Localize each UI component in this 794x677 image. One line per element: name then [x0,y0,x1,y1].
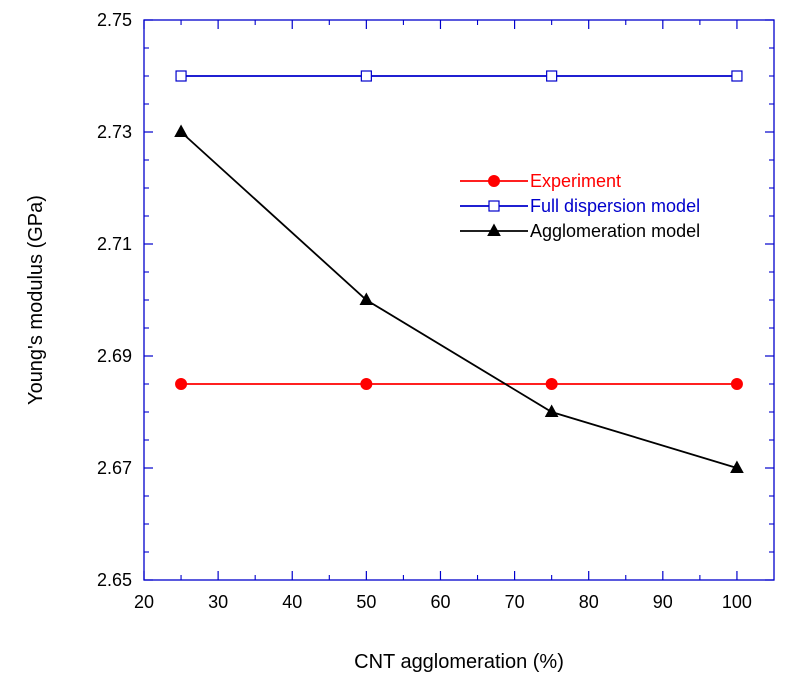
data-point [731,70,743,82]
x-tick-label: 40 [282,592,302,612]
y-tick-label: 2.73 [97,122,132,142]
y-tick-label: 2.75 [97,10,132,30]
x-tick-label: 80 [579,592,599,612]
data-point [544,404,559,417]
legend-swatch-marker [487,223,501,236]
x-tick-label: 70 [505,592,525,612]
legend-label: Agglomeration model [530,221,700,241]
x-tick-label: 30 [208,592,228,612]
legend-entry: Experiment [460,171,621,191]
legend-swatch-marker [488,175,500,187]
legend-swatch-marker [488,200,500,212]
x-axis-label: CNT agglomeration (%) [354,651,564,673]
plot-area [143,19,775,581]
series-full-dispersion-model [175,70,743,82]
series-line [180,131,738,469]
y-tick-label: 2.69 [97,346,132,366]
x-tick-label: 60 [430,592,450,612]
x-tick-label: 20 [134,592,154,612]
y-tick-label: 2.65 [97,570,132,590]
data-point [175,378,188,390]
data-point [730,378,743,390]
x-tick-label: 90 [653,592,673,612]
data-point [174,124,188,137]
data-point [546,70,558,82]
series-experiment [175,378,743,390]
data-point [359,292,374,305]
legend-entry: Full dispersion model [460,196,700,216]
data-point [360,378,373,390]
data-point [730,460,744,473]
data-point [360,70,372,82]
y-tick-label: 2.71 [97,234,132,254]
x-tick-label: 50 [356,592,376,612]
legend-entry: Agglomeration model [460,221,700,241]
data-point [175,70,187,82]
legend-label: Experiment [530,171,621,191]
y-axis-label: Young's modulus (GPa) [25,195,47,405]
x-tick-label: 100 [722,592,752,612]
data-point [545,378,558,390]
legend-label: Full dispersion model [530,196,700,216]
y-tick-label: 2.67 [97,458,132,478]
legend: Experiment Full dispersion model Agglomera… [460,171,700,241]
axes: 20 30 40 50 60 70 80 90 100 2.65 2.67 2.69 2.71 2.73 2… [97,10,774,612]
series-layer [174,70,744,473]
series-agglomeration-model [174,124,744,473]
